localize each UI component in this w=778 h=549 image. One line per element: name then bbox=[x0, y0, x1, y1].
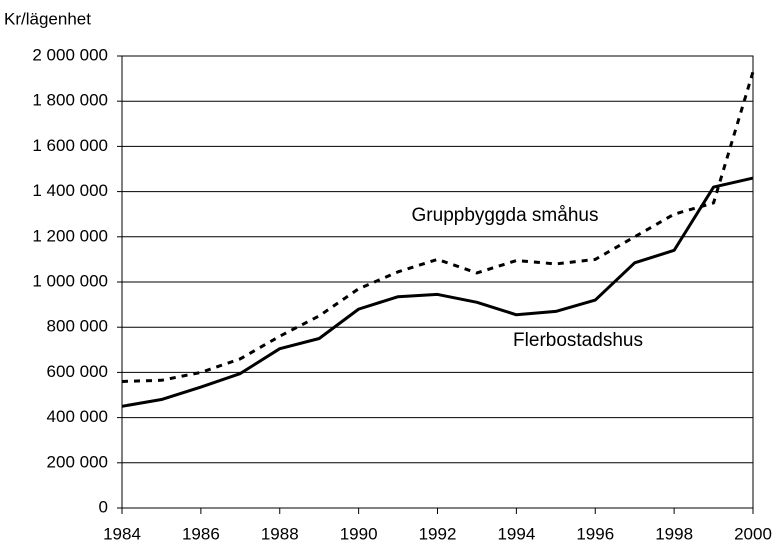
y-tick-label: 2 000 000 bbox=[32, 45, 108, 64]
x-tick-label: 1994 bbox=[497, 524, 535, 543]
y-tick-label: 1 400 000 bbox=[32, 181, 108, 200]
y-tick-label: 400 000 bbox=[47, 407, 108, 426]
series-label: Gruppbyggda småhus bbox=[412, 205, 599, 226]
y-tick-label: 1 600 000 bbox=[32, 136, 108, 155]
x-tick-label: 2000 bbox=[734, 524, 772, 543]
x-tick-label: 1992 bbox=[419, 524, 457, 543]
line-series bbox=[121, 176, 754, 408]
x-tick-label: 1990 bbox=[340, 524, 378, 543]
x-tick-label: 1986 bbox=[182, 524, 220, 543]
x-tick-label: 1988 bbox=[261, 524, 299, 543]
y-tick-label: 1 200 000 bbox=[32, 226, 108, 245]
y-tick-label: 1 800 000 bbox=[32, 91, 108, 110]
x-tick-label: 1998 bbox=[655, 524, 693, 543]
y-tick-label: 0 bbox=[99, 497, 108, 516]
x-tick-label: 1996 bbox=[576, 524, 614, 543]
series-label: Flerbostadshus bbox=[513, 330, 643, 351]
x-tick-label: 1984 bbox=[103, 524, 141, 543]
line-series bbox=[121, 71, 755, 383]
y-tick-label: 800 000 bbox=[47, 317, 108, 336]
y-tick-label: 1 000 000 bbox=[32, 271, 108, 290]
y-axis-label: Kr/lägenhet bbox=[4, 9, 91, 28]
y-tick-label: 600 000 bbox=[47, 362, 108, 381]
y-tick-label: 200 000 bbox=[47, 452, 108, 471]
